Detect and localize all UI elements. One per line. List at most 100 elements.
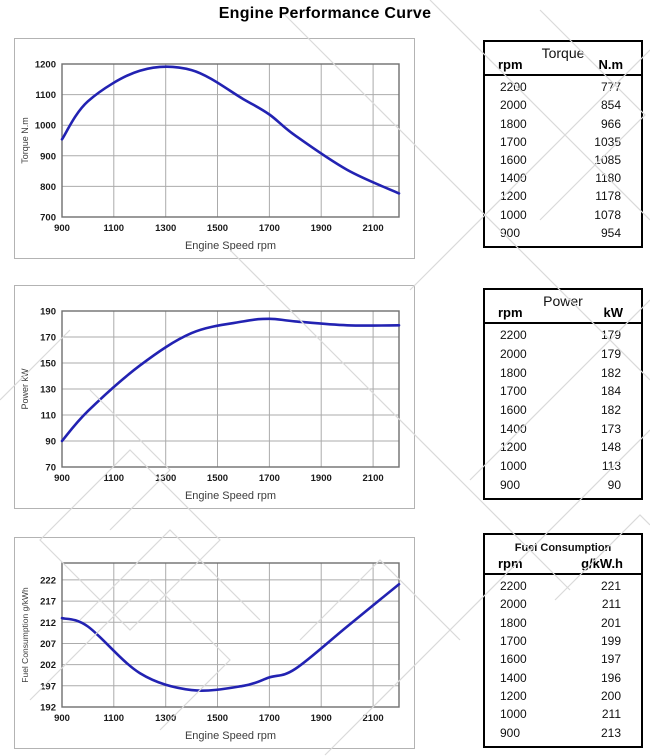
rpm-value: 1200 [500,440,527,455]
y-axis-title: Power kW [20,368,30,410]
y-tick-label: 900 [40,151,56,162]
y-tick-label: 207 [40,639,56,650]
rpm-value: 1000 [500,459,527,474]
table-body: 2200 221 2000 211 1800 201 1700 199 1600 197 1400 1… [485,575,641,746]
table-title: Fuel Consumption [514,542,612,554]
rpm-value: 1200 [500,189,527,204]
x-tick-label: 1700 [259,223,280,234]
y-tick-label: 150 [40,359,56,370]
table-row: 1800 182 [485,363,641,382]
table-row: 1700 199 [485,632,641,650]
measure-value: 211 [601,597,621,612]
fuel-consumption-chart: 900 1100 1300 1500 1700 1900 2100 192 197 202 207 2… [14,537,415,749]
table-col-unit: kW [603,305,624,320]
y-axis-title: Fuel Consumption g/kWh [20,587,30,683]
table-row: 1400 196 [485,669,641,687]
measure-value: 211 [601,707,621,722]
x-tick-label: 2100 [363,713,384,724]
x-tick-label: 1100 [103,473,124,484]
table-row: 900 90 [485,475,641,494]
x-tick-label: 1100 [103,713,124,724]
rpm-value: 1700 [500,134,527,149]
measure-value: 148 [600,440,621,455]
x-axis-title: Engine Speed rpm [185,490,276,502]
table-row: 1800 201 [485,614,641,632]
table-row: 1000 113 [485,457,641,476]
table-row: 2000 179 [485,345,641,364]
y-tick-label: 1100 [35,90,56,101]
y-tick-label: 197 [40,681,56,692]
rpm-value: 1800 [500,116,527,131]
y-tick-label: 190 [40,307,56,318]
measure-value: 213 [600,725,621,740]
measure-value: 173 [600,421,621,436]
x-tick-label: 900 [54,473,70,484]
table-row: 2200 221 [485,577,641,595]
rpm-value: 2000 [500,347,527,361]
table-col-rpm: rpm [498,305,523,320]
x-tick-label: 1700 [259,713,280,724]
y-axis-title: Torque N.m [20,117,30,164]
table-row: 1700 184 [485,382,641,401]
y-tick-label: 700 [40,213,56,224]
measure-value: 182 [600,403,621,418]
measure-value: 182 [600,365,621,380]
y-tick-label: 90 [45,437,56,448]
measure-value: 197 [600,652,621,667]
measure-value: 854 [600,98,621,113]
x-tick-label: 900 [54,713,70,724]
rpm-value: 1400 [500,171,527,186]
fuel-consumption-table: Fuel Consumption rpm g/kW.h 2200 221 2000 211 1… [483,533,643,748]
x-tick-label: 1500 [207,223,228,234]
y-tick-label: 70 [45,463,56,474]
page-title: Engine Performance Curve [218,5,432,22]
measure-value: 966 [600,116,621,131]
measure-value: 1085 [594,152,621,167]
table-col-unit: g/kW.h [581,556,623,571]
x-tick-label: 1300 [155,473,176,484]
table-header-row: rpm kW [485,305,641,324]
measure-value: 1178 [595,189,621,204]
x-tick-label: 1300 [155,223,176,234]
measure-value: 179 [600,347,621,361]
x-tick-label: 1300 [155,713,176,724]
plot-border [61,63,400,218]
measure-value: 196 [600,670,621,685]
measure-value: 1078 [594,207,621,222]
measure-value: 954 [600,225,621,240]
table-row: 1200 148 [485,438,641,457]
y-tick-label: 192 [40,703,56,714]
rpm-value: 1700 [500,384,527,399]
x-tick-label: 2100 [363,223,384,234]
table-row: 1400 173 [485,419,641,438]
measure-value: 90 [607,477,621,492]
torque-chart: 900 1100 1300 1500 1700 1900 2100 700 800 900 1000… [14,38,415,259]
table-row: 2200 179 [485,326,641,345]
table-header-row: rpm g/kW.h [485,556,641,575]
x-tick-label: 1900 [311,223,332,234]
y-tick-label: 217 [40,597,56,608]
x-axis-title: Engine Speed rpm [185,730,276,742]
y-tick-label: 1200 [35,60,56,71]
y-tick-label: 1000 [35,121,56,132]
rpm-value: 2200 [500,80,527,95]
y-tick-label: 212 [40,618,56,629]
table-row: 1600 197 [485,650,641,668]
rpm-value: 900 [500,477,521,492]
table-col-unit: N.m [598,57,623,72]
table-row: 900 213 [485,724,641,742]
table-body: 2200 777 2000 854 1800 966 1700 1035 1600 1085 140… [485,76,641,246]
measure-value: 113 [601,459,621,474]
rpm-value: 1800 [500,365,527,380]
rpm-value: 2200 [500,328,527,343]
y-tick-label: 170 [40,333,56,344]
x-tick-label: 1100 [103,223,124,234]
table-row: 2000 211 [485,595,641,613]
table-body: 2200 179 2000 179 1800 182 1700 184 1600 182 1400 1… [485,324,641,498]
measure-value: 201 [600,615,621,630]
x-tick-label: 1700 [259,473,280,484]
y-tick-label: 222 [40,575,56,586]
measure-value: 184 [600,384,621,399]
measure-value: 221 [600,579,621,594]
y-tick-label: 202 [40,660,56,671]
